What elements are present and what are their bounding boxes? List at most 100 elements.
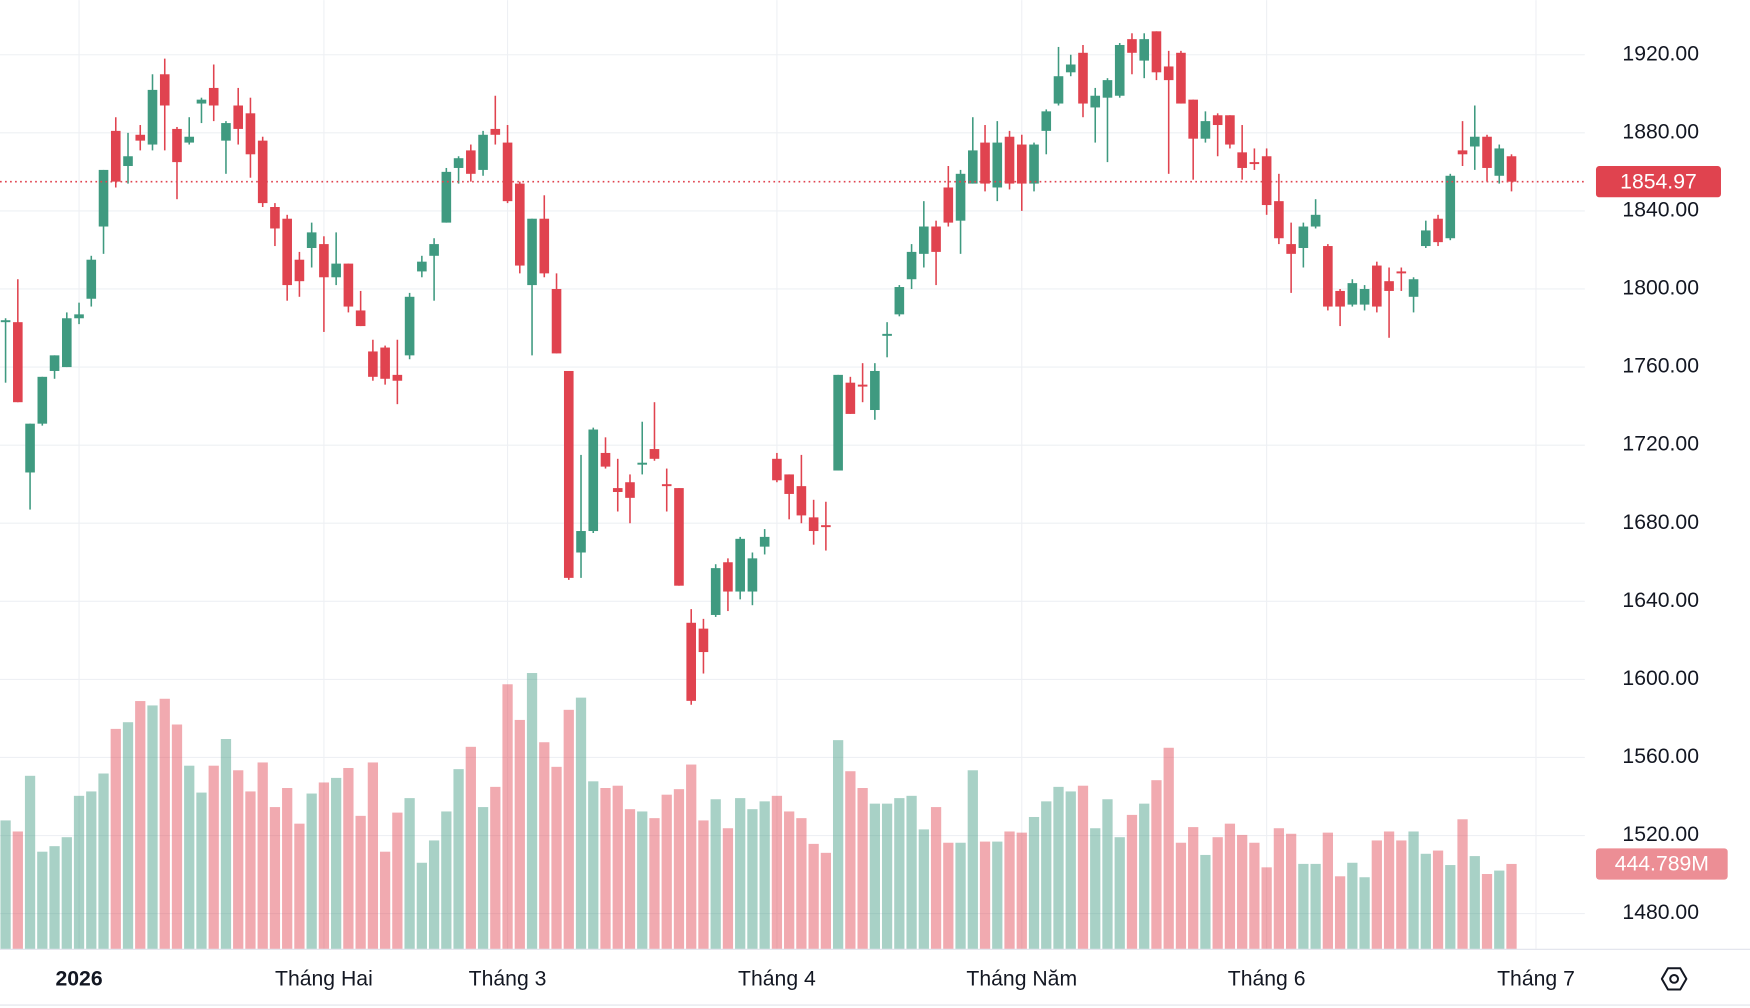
- volume-bar: [428, 840, 440, 949]
- candle-body: [784, 474, 794, 494]
- volume-bar: [465, 746, 476, 949]
- candle-body: [61, 318, 72, 368]
- volume-bar: [771, 795, 783, 949]
- volume-bar: [24, 775, 36, 949]
- volume-bar: [979, 841, 991, 949]
- candle-body: [13, 322, 23, 403]
- volume-bar: [526, 673, 538, 949]
- volume-bar: [1200, 854, 1211, 949]
- y-tick-label: 1800.00: [1622, 277, 1699, 300]
- candle-body: [123, 156, 133, 167]
- candle-body: [1494, 148, 1505, 176]
- volume-bar: [967, 770, 978, 949]
- volume-bar: [1065, 791, 1076, 949]
- candle-body: [686, 622, 697, 701]
- candle-body: [1053, 76, 1064, 104]
- candle-body: [1372, 265, 1382, 307]
- candle-body: [0, 320, 11, 323]
- candle-body: [833, 374, 843, 471]
- candle-body: [1323, 246, 1333, 307]
- volume-bar: [1261, 867, 1272, 949]
- x-tick-label: 2026: [55, 968, 102, 991]
- volume-bar: [196, 792, 207, 949]
- volume-layer: [0, 673, 1517, 949]
- candle-body: [759, 536, 770, 547]
- candle-body: [870, 370, 880, 411]
- volume-bar: [637, 811, 648, 949]
- volume-bar: [0, 820, 11, 949]
- candle-body: [612, 488, 623, 492]
- volume-bar: [1090, 828, 1101, 949]
- volume-bar: [208, 765, 219, 949]
- volume-bar: [1224, 823, 1236, 949]
- volume-bar: [1016, 832, 1027, 949]
- volume-bar: [1396, 840, 1407, 949]
- settings-button[interactable]: [1660, 967, 1688, 991]
- candle-body: [1016, 144, 1027, 184]
- candle-body: [527, 218, 537, 286]
- candle-body: [331, 263, 341, 278]
- volume-bar: [1445, 865, 1456, 949]
- candle-body: [355, 310, 366, 327]
- volume-bar: [551, 766, 562, 949]
- volume-bar: [245, 791, 256, 949]
- candle-body: [1102, 80, 1113, 98]
- volume-bar: [820, 852, 832, 949]
- candle-body: [649, 449, 660, 459]
- volume-bar: [257, 762, 268, 949]
- candle-body: [1384, 281, 1394, 291]
- volume-bar: [477, 807, 489, 949]
- candle-body: [159, 74, 170, 106]
- volume-bar: [306, 793, 317, 949]
- volume-bar: [1371, 840, 1382, 949]
- volume-bar: [759, 801, 770, 949]
- candle-body: [1261, 156, 1272, 206]
- volume-bar: [1028, 816, 1040, 949]
- candle-body: [37, 376, 48, 424]
- candle-body: [172, 128, 182, 163]
- grid: [0, 0, 1750, 950]
- candle-body: [1408, 279, 1419, 297]
- candle-body: [257, 140, 268, 204]
- candle-body: [882, 333, 892, 336]
- volume-bar: [98, 773, 109, 949]
- volume-bar: [1481, 874, 1493, 949]
- candle-body: [208, 87, 219, 106]
- volume-bar: [894, 798, 905, 949]
- candle-body: [1151, 31, 1162, 73]
- volume-bar: [784, 811, 795, 949]
- y-tick-label: 1840.00: [1622, 199, 1699, 222]
- x-tick-label: Tháng 3: [469, 968, 547, 991]
- volume-bar: [220, 739, 232, 949]
- volume-bar: [1237, 834, 1248, 949]
- volume-bar: [367, 762, 379, 949]
- candle-body: [343, 263, 354, 307]
- candle-body: [294, 259, 305, 282]
- candle-layer: [0, 31, 1517, 705]
- volume-bar: [1139, 803, 1150, 949]
- volume-bar: [110, 728, 121, 949]
- volume-bar: [1126, 814, 1138, 949]
- candle-body: [955, 173, 966, 221]
- volume-bar: [955, 842, 966, 949]
- candle-body: [490, 128, 501, 135]
- volume-bar: [1053, 786, 1064, 949]
- x-tick-label: Tháng Hai: [275, 968, 373, 991]
- candle-body: [110, 130, 121, 182]
- candle-body: [135, 134, 146, 141]
- candle-body: [637, 462, 648, 465]
- candle-body: [86, 259, 97, 299]
- last-price-badge: [1595, 166, 1721, 198]
- x-tick-label: Tháng Năm: [966, 968, 1077, 991]
- candle-body: [1249, 162, 1260, 165]
- candle-body: [1445, 175, 1456, 239]
- volume-bar: [1334, 876, 1346, 949]
- candle-body: [1469, 136, 1480, 147]
- volume-bar: [832, 740, 844, 949]
- candle-body: [1188, 99, 1198, 139]
- volume-bar: [61, 837, 72, 949]
- volume-bar: [722, 828, 734, 949]
- candle-body: [184, 136, 195, 143]
- volume-bar: [1188, 827, 1199, 949]
